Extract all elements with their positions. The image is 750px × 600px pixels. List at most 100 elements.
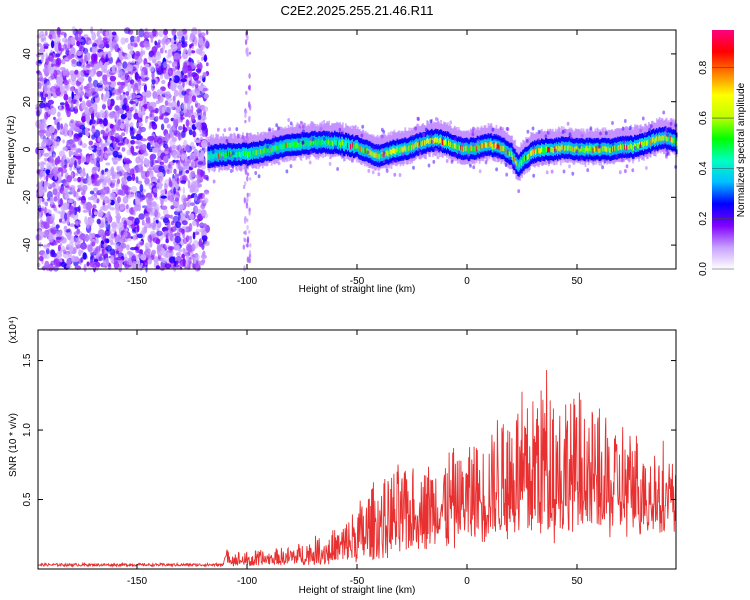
spectrogram-signal-cell xyxy=(333,140,335,146)
spectrogram-noise-cell xyxy=(135,176,139,184)
spectrogram-signal-cell xyxy=(257,150,260,156)
spectrogram-noise-cell xyxy=(248,115,251,120)
spectrogram-noise-cell xyxy=(69,36,76,45)
spectrogram-noise-cell xyxy=(205,136,208,143)
spectrogram-signal-cell xyxy=(371,151,374,157)
spectrogram-noise-cell xyxy=(124,158,131,165)
spectrogram-noise-cell xyxy=(43,77,48,83)
spectrogram-signal-cell xyxy=(209,154,212,160)
spectrogram-signal-cell xyxy=(354,143,357,149)
spectrogram-signal-cell xyxy=(208,154,211,160)
spectrogram-noise-cell xyxy=(92,111,95,118)
spectrogram-noise-cell xyxy=(72,74,77,82)
spectrogram-speck xyxy=(430,139,434,144)
spectrogram-signal-cell xyxy=(399,147,402,153)
spectrogram-signal-cell xyxy=(314,138,317,145)
spectrogram-noise-cell xyxy=(201,242,205,250)
spectrogram-noise-cell xyxy=(188,222,193,232)
spectrogram-speck xyxy=(429,119,433,124)
spectrogram-signal-cell xyxy=(243,150,245,156)
spectrogram-noise-cell xyxy=(187,180,191,189)
spectrogram-signal-cell xyxy=(270,147,273,153)
spectrogram-signal-cell xyxy=(461,146,464,152)
spectrogram-x-tick-label: -50 xyxy=(350,276,365,287)
spectrogram-noise-cell xyxy=(173,187,176,195)
spectrogram-noise-cell xyxy=(170,132,175,139)
spectrogram-signal-cell xyxy=(467,147,470,153)
spectrogram-x-axis-label: Height of straight line (km) xyxy=(299,284,416,295)
spectrogram-speck xyxy=(662,140,666,145)
spectrogram-speck xyxy=(517,189,521,194)
spectrogram-noise-cell xyxy=(172,159,176,163)
spectrogram-signal-cell xyxy=(368,149,371,155)
spectrogram-noise-cell xyxy=(68,133,73,138)
spectrogram-noise-cell xyxy=(194,83,199,89)
spectrogram-speck xyxy=(491,127,495,132)
spectrogram-noise-cell xyxy=(60,123,63,130)
spectrogram-signal-cell xyxy=(593,146,596,152)
spectrogram-noise-cell xyxy=(195,174,201,179)
spectrogram-speck xyxy=(495,167,498,172)
spectrogram-noise-cell xyxy=(53,167,57,175)
spectrogram-signal-cell xyxy=(482,143,485,150)
spectrogram-noise-cell xyxy=(80,176,84,181)
spectrogram-noise-cell xyxy=(199,75,202,82)
spectrogram-noise-cell xyxy=(62,249,67,255)
spectrogram-noise-cell xyxy=(163,155,169,164)
spectrogram-noise-cell xyxy=(200,150,205,159)
spectrogram-noise-cell xyxy=(163,143,166,148)
spectrogram-noise-cell xyxy=(138,102,142,111)
spectrogram-signal-cell xyxy=(483,142,486,148)
spectrogram-noise-cell xyxy=(112,136,117,142)
spectrogram-noise-cell xyxy=(197,260,205,266)
spectrogram-noise-cell xyxy=(58,204,61,208)
spectrogram-speck xyxy=(664,127,668,132)
spectrogram-signal-cell xyxy=(379,153,382,159)
spectrogram-noise-cell xyxy=(126,204,129,210)
spectrogram-signal-cell xyxy=(566,145,569,151)
spectrogram-noise-cell xyxy=(127,216,135,221)
spectrogram-signal-cell xyxy=(596,146,599,152)
spectrogram-noise-cell xyxy=(78,234,86,239)
spectrogram-signal-cell xyxy=(538,147,540,154)
spectrogram-signal-cell xyxy=(315,140,318,146)
spectrogram-noise-cell xyxy=(203,93,209,99)
spectrogram-signal-cell xyxy=(361,147,364,153)
spectrogram-signal-cell xyxy=(420,140,423,147)
spectrogram-noise-cell xyxy=(170,261,176,269)
spectrogram-signal-cell xyxy=(421,141,423,147)
spectrogram-noise-cell xyxy=(146,250,152,256)
spectrogram-noise-cell xyxy=(38,71,42,76)
spectrogram-noise-cell xyxy=(78,249,82,257)
spectrogram-signal-cell xyxy=(661,135,664,141)
spectrogram-noise-cell xyxy=(127,83,132,93)
spectrogram-signal-cell xyxy=(425,140,427,146)
spectrogram-noise-cell xyxy=(116,178,121,185)
spectrogram-signal-cell xyxy=(370,151,373,157)
spectrogram-noise-cell xyxy=(200,115,205,120)
spectrogram-noise-cell xyxy=(150,82,155,92)
spectrogram-noise-cell xyxy=(98,229,105,237)
spectrogram-noise-cell xyxy=(147,135,154,141)
spectrogram-noise-cell xyxy=(99,150,104,156)
spectrogram-noise-cell xyxy=(174,236,181,244)
spectrogram-speck xyxy=(213,164,217,168)
colorbar-tick-label: 0.0 xyxy=(698,262,709,276)
spectrogram-signal-cell xyxy=(585,146,588,152)
spectrogram-noise-cell xyxy=(41,221,47,225)
spectrogram-speck xyxy=(550,169,554,174)
spectrogram-noise-cell xyxy=(57,231,62,236)
spectrogram-speck xyxy=(266,144,269,149)
spectrogram-noise-cell xyxy=(44,157,49,162)
spectrogram-signal-cell xyxy=(376,153,379,159)
spectrogram-noise-cell xyxy=(99,80,103,85)
spectrogram-speck xyxy=(669,126,672,131)
spectrogram-signal-cell xyxy=(235,152,237,158)
spectrogram-noise-cell xyxy=(66,109,71,118)
colorbar-gradient xyxy=(712,30,734,269)
spectrogram-signal-cell xyxy=(429,138,431,144)
spectrogram-noise-cell xyxy=(92,187,99,192)
spectrogram-noise-cell xyxy=(191,27,198,36)
spectrogram-speck xyxy=(276,126,280,131)
